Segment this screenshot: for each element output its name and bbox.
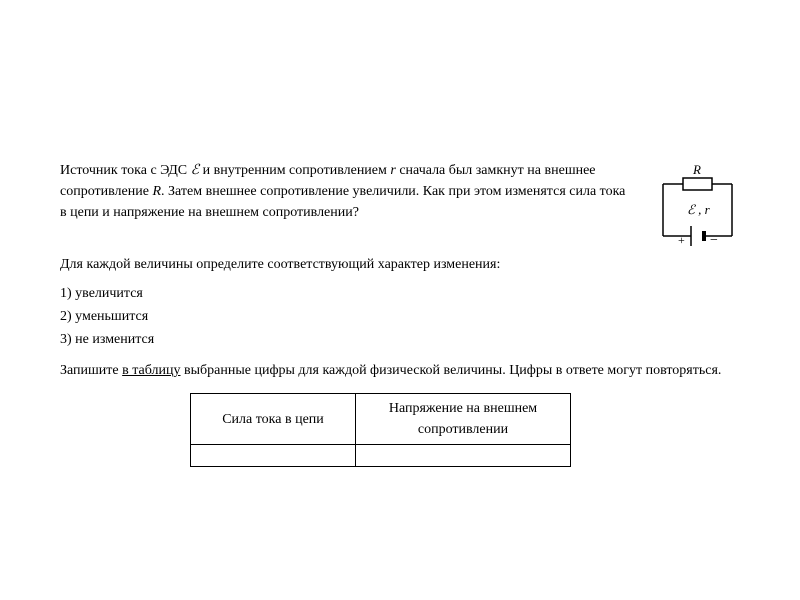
answer-table: Сила тока в цепи Напряжение на внешнем с… — [190, 393, 571, 467]
circuit-diagram: R ℰ , r + − — [655, 164, 740, 254]
options-list: 1) увеличится 2) уменьшится 3) не измени… — [60, 283, 740, 350]
minus-label: − — [710, 233, 718, 248]
plus-label: + — [678, 233, 685, 247]
resistor-label: R — [692, 164, 701, 177]
text-fragment: выбранные цифры для каждой физической ве… — [181, 363, 722, 378]
underline-text: в таблицу — [122, 363, 180, 378]
text-fragment: Источник тока с ЭДС — [60, 163, 191, 178]
problem-paragraph: Источник тока с ЭДС ℰ и внутренним сопро… — [60, 160, 635, 223]
table-cell-current[interactable] — [191, 445, 356, 467]
table-header-current: Сила тока в цепи — [191, 394, 356, 445]
options-intro: Для каждой величины определите соответст… — [60, 254, 740, 275]
emf-r-label: ℰ , r — [687, 202, 711, 217]
instruction-text: Запишите в таблицу выбранные цифры для к… — [60, 360, 740, 381]
table-header-voltage: Напряжение на внешнем сопротивлении — [356, 394, 571, 445]
text-fragment: и внутренним сопротивлением — [199, 163, 390, 178]
text-fragment: Запишите — [60, 363, 122, 378]
option-item: 2) уменьшится — [60, 306, 740, 327]
option-item: 1) увеличится — [60, 283, 740, 304]
emf-symbol: ℰ — [191, 163, 199, 178]
option-item: 3) не изменится — [60, 329, 740, 350]
table-cell-voltage[interactable] — [356, 445, 571, 467]
capital-r-symbol: R — [152, 184, 161, 199]
